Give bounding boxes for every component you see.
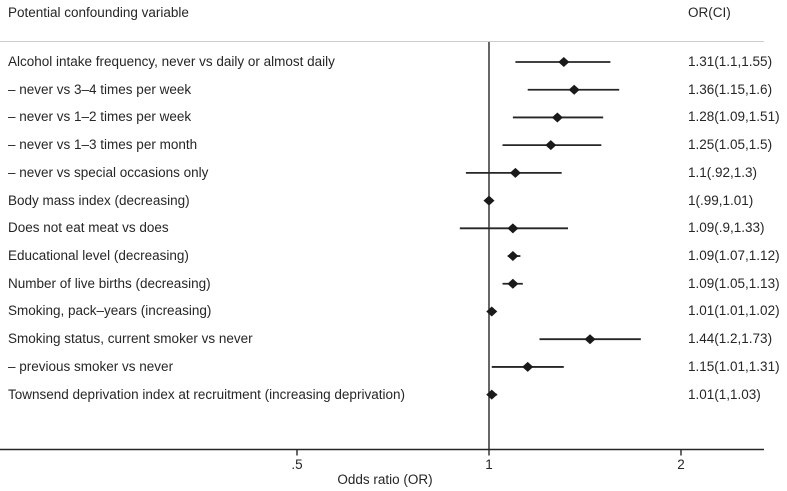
column-header-or-ci: OR(CI) <box>688 5 731 20</box>
row-or-ci-value: 1.1(.92,1.3) <box>688 164 758 180</box>
row-label: Smoking, pack–years (increasing) <box>8 303 212 319</box>
x-axis-tick-label: .5 <box>291 457 302 472</box>
column-header-variable: Potential confounding variable <box>8 5 189 20</box>
row-label: Does not eat meat vs does <box>8 220 169 236</box>
or-diamond <box>507 251 519 262</box>
row-or-ci-value: 1.28(1.09,1.51) <box>688 109 780 125</box>
row-label: Body mass index (decreasing) <box>8 192 190 208</box>
or-diamond <box>507 223 519 234</box>
or-diamond <box>558 57 570 67</box>
row-or-ci-value: 1.25(1.05,1.5) <box>688 137 773 153</box>
row-label: – never vs 3–4 times per week <box>8 81 192 97</box>
row-or-ci-value: 1.31(1.1,1.55) <box>688 54 773 69</box>
or-diamond <box>551 112 563 123</box>
row-or-ci-value: 1.01(1,1.03) <box>688 386 761 402</box>
or-diamond <box>486 389 498 400</box>
x-axis-tick-label: 2 <box>677 457 685 472</box>
row-label: – never vs 1–2 times per week <box>8 109 192 125</box>
or-diamond <box>507 278 519 289</box>
or-diamond <box>509 167 521 178</box>
row-label: Alcohol intake frequency, never vs daily… <box>8 54 335 69</box>
row-or-ci-value: 1(.99,1.01) <box>688 192 754 208</box>
row-label: Smoking status, current smoker vs never <box>8 331 253 347</box>
header-separator-line <box>0 41 764 42</box>
row-label: – never vs special occasions only <box>8 164 209 180</box>
row-or-ci-value: 1.01(1.01,1.02) <box>688 303 780 319</box>
row-label: Educational level (decreasing) <box>8 248 189 264</box>
or-diamond <box>584 334 596 345</box>
row-or-ci-value: 1.15(1.01,1.31) <box>688 358 780 374</box>
x-axis-tick-label: 1 <box>485 457 493 472</box>
row-or-ci-value: 1.44(1.2,1.73) <box>688 331 773 347</box>
row-label: – previous smoker vs never <box>8 358 174 374</box>
row-label: Townsend deprivation index at recruitmen… <box>8 386 405 402</box>
row-label: Number of live births (decreasing) <box>8 275 211 291</box>
or-diamond <box>486 306 498 317</box>
row-or-ci-value: 1.09(1.07,1.12) <box>688 248 780 264</box>
or-diamond <box>568 84 580 95</box>
or-diamond <box>522 361 534 372</box>
row-or-ci-value: 1.09(1.05,1.13) <box>688 275 780 291</box>
x-axis-title: Odds ratio (OR) <box>337 472 433 487</box>
row-or-ci-value: 1.09(.9,1.33) <box>688 220 765 236</box>
or-diamond <box>483 195 495 206</box>
row-or-ci-value: 1.36(1.15,1.6) <box>688 81 773 97</box>
or-diamond <box>545 140 557 151</box>
row-label: – never vs 1–3 times per month <box>8 137 198 153</box>
